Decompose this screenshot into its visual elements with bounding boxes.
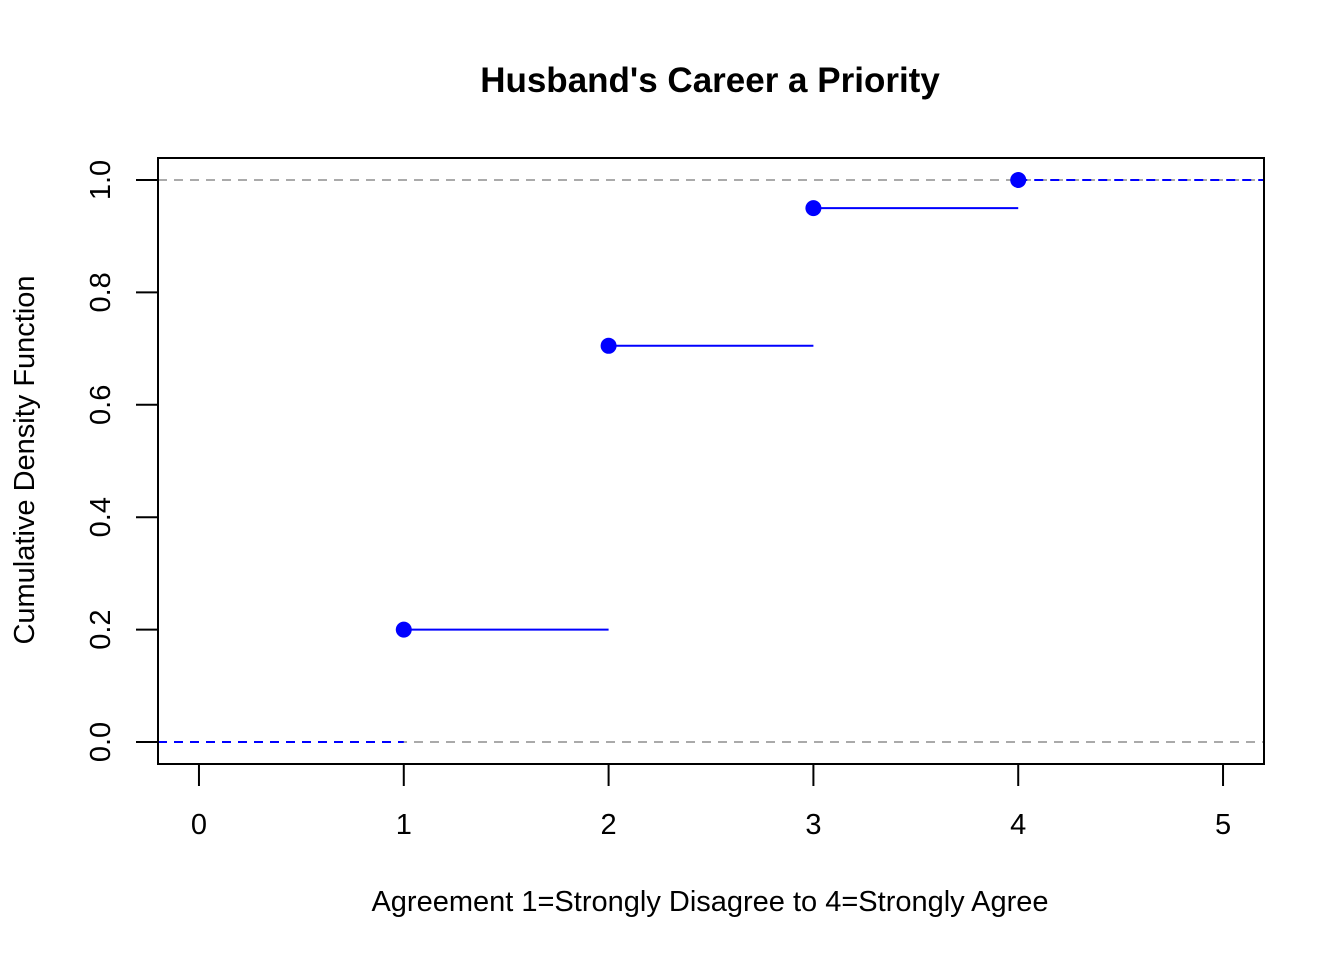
chart-title: Husband's Career a Priority (480, 61, 940, 100)
step-point-2 (805, 200, 822, 217)
x-tick-label-1: 1 (396, 809, 412, 841)
y-tick-label-0: 0.0 (85, 722, 117, 762)
y-axis-label: Cumulative Density Function (9, 275, 41, 644)
plot-area (158, 172, 1264, 743)
axes: 0 1 2 3 4 5 0.0 0.2 0.4 0.6 0.8 1.0 (85, 157, 1265, 841)
plot-frame (157, 157, 1265, 765)
x-tick-label-0: 0 (191, 809, 207, 841)
step-point-0 (395, 621, 412, 638)
y-tick-label-1: 0.2 (85, 609, 117, 649)
y-tick-label-2: 0.4 (85, 497, 117, 537)
x-tick-label-4: 4 (1010, 809, 1026, 841)
x-tick-label-2: 2 (601, 809, 617, 841)
x-axis-label: Agreement 1=Strongly Disagree to 4=Stron… (371, 886, 1048, 918)
step-point-1 (600, 337, 617, 354)
x-tick-label-3: 3 (805, 809, 821, 841)
y-tick-label-3: 0.6 (85, 385, 117, 425)
y-tick-label-5: 1.0 (85, 160, 117, 200)
step-point-3 (1010, 172, 1027, 188)
x-tick-label-5: 5 (1215, 809, 1231, 841)
y-tick-label-4: 0.8 (85, 272, 117, 312)
